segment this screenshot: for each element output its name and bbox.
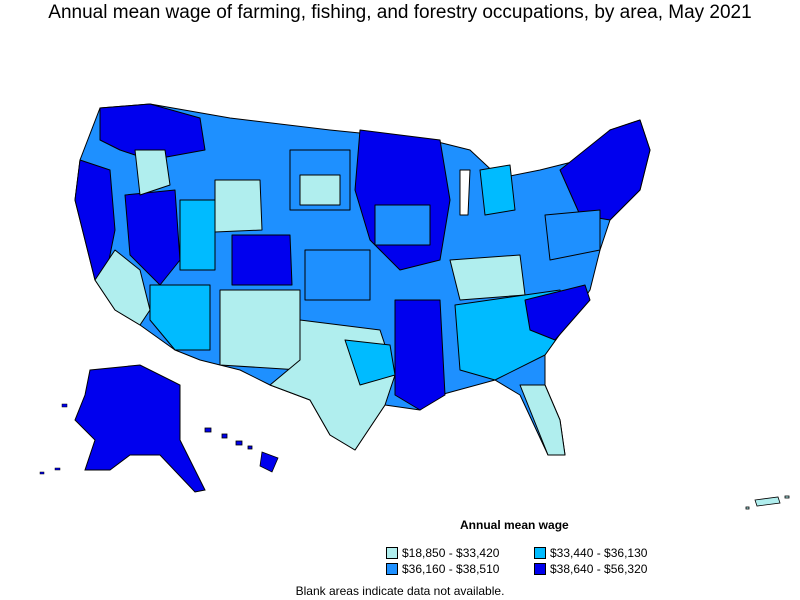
region-carolinas bbox=[524, 284, 591, 341]
region-colorado bbox=[231, 234, 293, 286]
legend-item: $38,640 - $56,320 bbox=[534, 562, 647, 576]
region-sd-light bbox=[299, 174, 341, 206]
region-appalachia bbox=[449, 254, 526, 301]
aleutians bbox=[39, 403, 68, 475]
legend-label: $38,640 - $56,320 bbox=[550, 562, 648, 576]
legend-label: $33,440 - $36,130 bbox=[550, 546, 648, 560]
legend-label: $36,160 - $38,510 bbox=[402, 562, 500, 576]
region-nevada bbox=[124, 189, 181, 286]
legend-item: $33,440 - $36,130 bbox=[534, 546, 647, 560]
legend-swatch bbox=[386, 563, 398, 575]
region-new-mexico bbox=[219, 289, 301, 371]
region-idaho bbox=[134, 149, 171, 196]
legend-title: Annual mean wage bbox=[460, 518, 569, 532]
region-washington bbox=[99, 103, 206, 161]
legend-label: $18,850 - $33,420 bbox=[402, 546, 500, 560]
lake-michigan bbox=[459, 169, 471, 216]
legend-swatch bbox=[534, 563, 546, 575]
puerto-rico bbox=[745, 495, 790, 510]
region-florida bbox=[519, 384, 566, 456]
map-title: Annual mean wage of farming, fishing, an… bbox=[48, 2, 752, 23]
region-utah bbox=[179, 199, 216, 271]
region-mid-atlantic bbox=[544, 209, 601, 261]
region-wyoming bbox=[214, 179, 263, 233]
legend-swatch bbox=[534, 547, 546, 559]
legend-item: $18,850 - $33,420 bbox=[386, 546, 499, 560]
region-arizona bbox=[149, 284, 211, 351]
hawaii bbox=[204, 427, 279, 473]
region-michigan bbox=[479, 164, 516, 216]
region-kansas bbox=[304, 249, 371, 301]
region-delta bbox=[394, 299, 446, 411]
data-note: Blank areas indicate data not available. bbox=[295, 584, 505, 598]
alaska bbox=[74, 364, 206, 493]
region-iowa bbox=[374, 204, 431, 246]
legend-item: $36,160 - $38,510 bbox=[386, 562, 499, 576]
legend-swatch bbox=[386, 547, 398, 559]
